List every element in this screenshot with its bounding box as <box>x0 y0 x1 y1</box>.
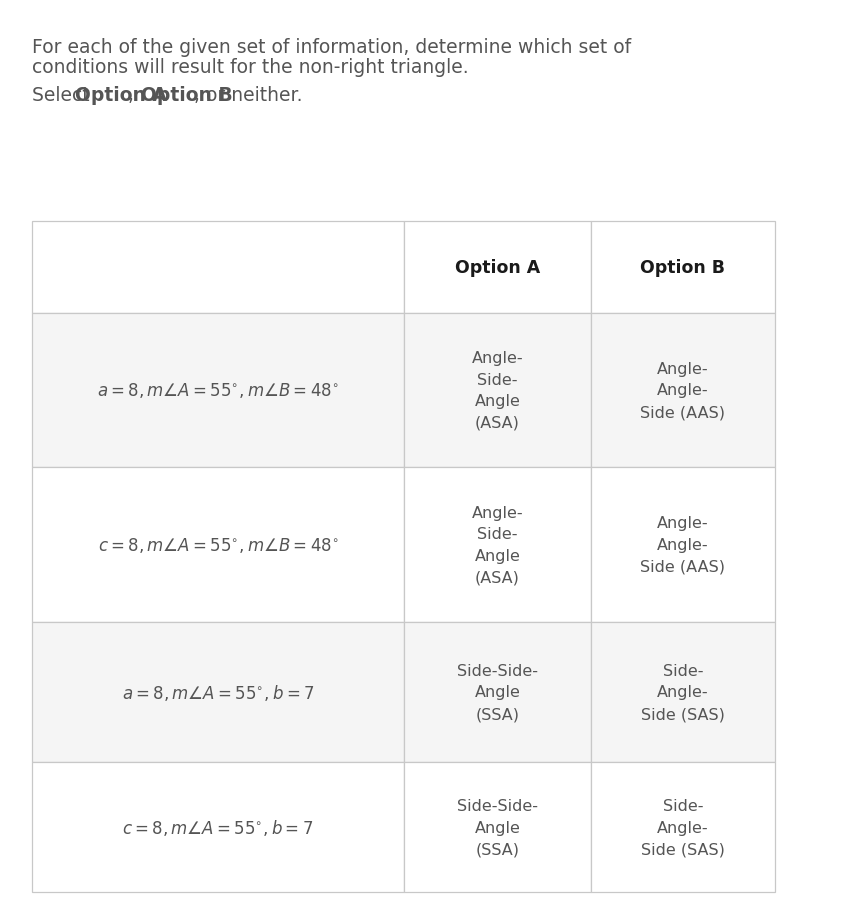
Text: Select: Select <box>32 86 95 105</box>
Text: $c = 8, m\angle A = 55^{\circ}, m\angle B = 48^{\circ}$: $c = 8, m\angle A = 55^{\circ}, m\angle … <box>98 536 338 555</box>
Text: $c = 8, m\angle A = 55^{\circ}, b = 7$: $c = 8, m\angle A = 55^{\circ}, b = 7$ <box>122 817 314 837</box>
Text: Option B: Option B <box>641 259 726 277</box>
Text: $a = 8, m\angle A = 55^{\circ}, b = 7$: $a = 8, m\angle A = 55^{\circ}, b = 7$ <box>122 682 314 703</box>
Text: Angle-
Angle-
Side (AAS): Angle- Angle- Side (AAS) <box>641 362 726 419</box>
Text: Option A: Option A <box>75 86 167 105</box>
Text: Angle-
Side-
Angle
(ASA): Angle- Side- Angle (ASA) <box>472 505 524 584</box>
Text: Angle-
Side-
Angle
(ASA): Angle- Side- Angle (ASA) <box>472 351 524 430</box>
Text: Option A: Option A <box>455 259 540 277</box>
Text: Side-Side-
Angle
(SSA): Side-Side- Angle (SSA) <box>457 663 538 722</box>
Text: , or neither.: , or neither. <box>194 86 303 105</box>
Text: Side-Side-
Angle
(SSA): Side-Side- Angle (SSA) <box>457 798 538 856</box>
Text: For each of the given set of information, determine which set of: For each of the given set of information… <box>32 38 631 57</box>
Text: conditions will result for the non-right triangle.: conditions will result for the non-right… <box>32 58 469 77</box>
Text: Angle-
Angle-
Side (AAS): Angle- Angle- Side (AAS) <box>641 516 726 574</box>
Text: Side-
Angle-
Side (SAS): Side- Angle- Side (SAS) <box>641 798 725 856</box>
Text: ,: , <box>128 86 140 105</box>
Text: Side-
Angle-
Side (SAS): Side- Angle- Side (SAS) <box>641 663 725 722</box>
Text: $a = 8, m\angle A = 55^{\circ}, m\angle B = 48^{\circ}$: $a = 8, m\angle A = 55^{\circ}, m\angle … <box>97 381 339 400</box>
Text: Option B: Option B <box>141 86 233 105</box>
